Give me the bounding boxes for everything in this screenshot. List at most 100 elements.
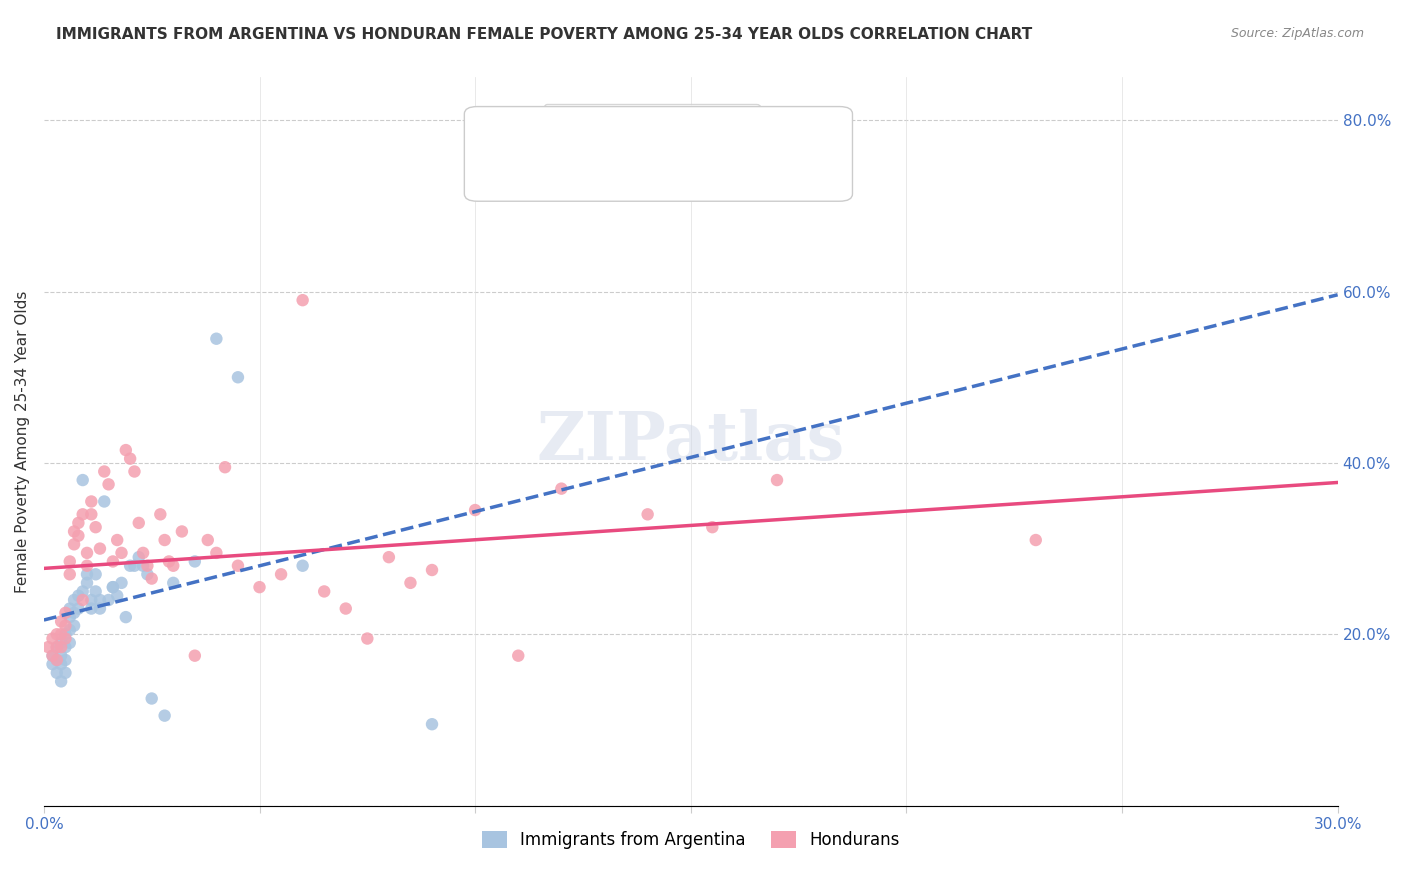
Point xyxy=(356,632,378,646)
Point xyxy=(464,503,486,517)
Point xyxy=(197,533,219,547)
Point xyxy=(72,473,94,487)
Point xyxy=(136,558,159,573)
Point xyxy=(41,632,63,646)
Point xyxy=(37,640,59,654)
Point xyxy=(89,601,111,615)
Point xyxy=(314,584,336,599)
Point xyxy=(89,593,111,607)
Point xyxy=(45,640,67,654)
Point xyxy=(59,636,82,650)
Point xyxy=(76,546,98,560)
Point xyxy=(49,648,72,663)
Point xyxy=(63,606,86,620)
Point xyxy=(76,558,98,573)
Point xyxy=(136,567,159,582)
Point xyxy=(59,601,82,615)
Point xyxy=(97,477,120,491)
Point xyxy=(67,516,90,530)
Point xyxy=(157,554,180,568)
Point xyxy=(128,550,150,565)
Point xyxy=(141,691,163,706)
Point xyxy=(41,648,63,663)
Point xyxy=(97,593,120,607)
Point xyxy=(153,533,176,547)
Point xyxy=(55,632,77,646)
Point xyxy=(141,572,163,586)
Point xyxy=(105,533,128,547)
Point xyxy=(49,657,72,672)
Point xyxy=(49,674,72,689)
Point xyxy=(59,610,82,624)
Point xyxy=(49,615,72,629)
Point xyxy=(124,558,146,573)
Point xyxy=(162,558,184,573)
Point xyxy=(72,584,94,599)
Point xyxy=(76,575,98,590)
Point xyxy=(93,494,115,508)
Point xyxy=(80,593,103,607)
Point xyxy=(184,648,207,663)
Point xyxy=(80,494,103,508)
Point xyxy=(84,567,107,582)
Point xyxy=(170,524,193,539)
Point xyxy=(93,465,115,479)
Point xyxy=(114,610,136,624)
Point xyxy=(55,640,77,654)
Text: ZIPatlas: ZIPatlas xyxy=(537,409,845,474)
Point xyxy=(41,657,63,672)
Point xyxy=(508,648,530,663)
Point xyxy=(114,443,136,458)
Point xyxy=(105,589,128,603)
Point xyxy=(101,554,124,568)
Text: IMMIGRANTS FROM ARGENTINA VS HONDURAN FEMALE POVERTY AMONG 25-34 YEAR OLDS CORRE: IMMIGRANTS FROM ARGENTINA VS HONDURAN FE… xyxy=(56,27,1032,42)
Point xyxy=(84,520,107,534)
Legend: R = 0.134   N = 52, R = 0.314   N = 64: R = 0.134 N = 52, R = 0.314 N = 64 xyxy=(544,104,759,167)
Point xyxy=(766,473,789,487)
Point xyxy=(637,508,659,522)
Point xyxy=(1025,533,1047,547)
Point xyxy=(205,546,228,560)
Point xyxy=(291,558,314,573)
Point xyxy=(59,623,82,637)
Point xyxy=(67,589,90,603)
Point xyxy=(128,516,150,530)
Point xyxy=(153,708,176,723)
Point xyxy=(124,465,146,479)
Point xyxy=(41,648,63,663)
Point xyxy=(291,293,314,308)
Point xyxy=(420,717,443,731)
Point xyxy=(72,508,94,522)
Point xyxy=(55,665,77,680)
Point xyxy=(45,653,67,667)
Point xyxy=(420,563,443,577)
Point xyxy=(55,606,77,620)
Point xyxy=(49,627,72,641)
Point xyxy=(226,370,249,384)
Point xyxy=(205,332,228,346)
FancyBboxPatch shape xyxy=(464,106,852,202)
Point xyxy=(270,567,292,582)
Text: Source: ZipAtlas.com: Source: ZipAtlas.com xyxy=(1230,27,1364,40)
Point xyxy=(49,640,72,654)
Point xyxy=(63,593,86,607)
Point xyxy=(132,558,155,573)
Point xyxy=(63,524,86,539)
Point xyxy=(67,529,90,543)
Point xyxy=(80,508,103,522)
Point xyxy=(89,541,111,556)
Point xyxy=(110,546,132,560)
Point xyxy=(378,550,401,565)
Point xyxy=(67,601,90,615)
Point xyxy=(63,537,86,551)
Point xyxy=(702,520,724,534)
Y-axis label: Female Poverty Among 25-34 Year Olds: Female Poverty Among 25-34 Year Olds xyxy=(15,290,30,592)
Point xyxy=(101,580,124,594)
Point xyxy=(80,601,103,615)
Point xyxy=(84,584,107,599)
Point xyxy=(55,627,77,641)
Point xyxy=(45,627,67,641)
Point xyxy=(149,508,172,522)
Point xyxy=(132,546,155,560)
Point xyxy=(550,482,572,496)
